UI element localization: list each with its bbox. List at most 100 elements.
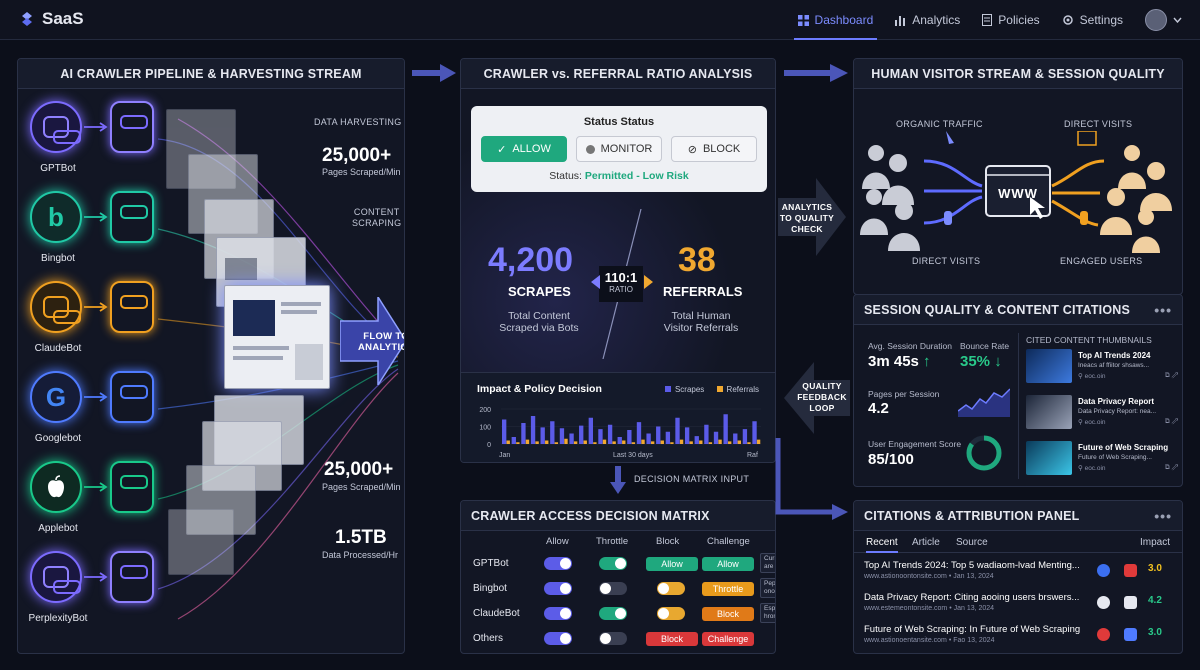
bar-scrapes: [656, 426, 661, 444]
tab-article[interactable]: Article: [912, 537, 940, 548]
scraped-page-featured: [224, 285, 330, 389]
source-icon: [1097, 628, 1110, 641]
source-icon: [1097, 564, 1110, 577]
cited-item-sub: Ineacs af ffiitor shsaws...: [1078, 362, 1150, 369]
citation-row[interactable]: Future of Web Scraping: In Future of Web…: [864, 624, 1164, 644]
allow-button[interactable]: ✓ ALLOW: [481, 136, 567, 162]
bar-scrapes: [742, 429, 748, 444]
organic-traffic-label: ORGANIC TRAFFIC: [896, 119, 983, 129]
cited-thumbnail[interactable]: [1026, 395, 1072, 429]
more-icon[interactable]: •••: [1154, 507, 1172, 524]
www-label: WWW: [998, 186, 1038, 201]
nav-dashboard-label: Dashboard: [814, 13, 874, 27]
bot-googlebot[interactable]: G: [30, 371, 154, 423]
cited-thumbnail[interactable]: [1026, 349, 1072, 383]
bounce-rate-value: 35% ↓: [960, 353, 1002, 370]
throttle-toggle[interactable]: [599, 632, 627, 645]
analytics-quality-label: ANALYTICS TO QUALITY CHECK: [778, 202, 836, 235]
bot-gptbot[interactable]: [30, 101, 154, 153]
bar-referrals: [631, 442, 636, 444]
bar-scrapes: [684, 427, 690, 444]
app-logo[interactable]: SaaS: [18, 9, 84, 29]
nav-settings[interactable]: Settings: [1062, 0, 1123, 40]
bot-claudebot[interactable]: [30, 281, 154, 333]
matrix-row-bot-name: Others: [473, 633, 504, 644]
block-toggle[interactable]: [657, 607, 685, 620]
cited-item-sub: Data Privacy Report: nea...: [1078, 408, 1157, 415]
cited-item-link-text: eoc.oin: [1084, 373, 1106, 380]
more-icon[interactable]: •••: [1154, 301, 1172, 318]
block-pill[interactable]: Block: [646, 631, 698, 646]
stat-pages-scraped-1-label: Pages Scraped/Min: [322, 167, 401, 177]
share-icon[interactable]: ⧉ ⇗: [1165, 418, 1178, 425]
block-pill[interactable]: Allow: [646, 556, 698, 571]
bar-referrals: [756, 439, 761, 444]
arrow-icon: [84, 392, 108, 402]
citation-row[interactable]: Top AI Trends 2024: Top 5 wadiaom-lvad M…: [864, 560, 1164, 580]
throttle-toggle[interactable]: [599, 607, 627, 620]
visitor-flow-illustration: [860, 131, 1172, 253]
share-icon[interactable]: ⧉ ⇗: [1165, 372, 1178, 379]
bar-scrapes: [636, 422, 642, 444]
app-name: SaaS: [42, 9, 84, 28]
cited-item[interactable]: Data Privacy Report Data Privacy Report: …: [1078, 397, 1178, 426]
bot-label-applebot: Applebot: [38, 523, 78, 534]
allow-toggle[interactable]: [544, 582, 572, 595]
cited-item[interactable]: Future of Web Scraping Future of Web Scra…: [1078, 443, 1178, 472]
bar-scrapes: [502, 419, 507, 444]
bot-bingbot[interactable]: b: [30, 191, 154, 243]
nav-analytics[interactable]: Analytics: [895, 0, 960, 40]
legend-referrals: Referrals: [716, 385, 759, 394]
status-value: Permitted - Low Risk: [584, 170, 689, 182]
throttle-toggle[interactable]: [599, 557, 627, 570]
document-icon: [982, 14, 993, 26]
share-icon[interactable]: ⧉ ⇗: [1165, 464, 1178, 471]
session-title: SESSION QUALITY & CONTENT CITATIONS: [864, 302, 1131, 317]
matrix-row: Others Block Challenge: [461, 626, 775, 651]
throttle-toggle[interactable]: [599, 582, 627, 595]
nav-dashboard[interactable]: Dashboard: [793, 0, 877, 40]
bounce-rate-text: 35%: [960, 353, 991, 370]
x-tick-label: Raf: [747, 452, 758, 459]
challenge-pill[interactable]: Allow: [702, 556, 754, 571]
challenge-pill[interactable]: Block: [702, 606, 754, 621]
x-tick-label: Last 30 days: [613, 452, 653, 459]
allow-toggle[interactable]: [544, 557, 572, 570]
tab-source[interactable]: Source: [956, 537, 988, 548]
bar-scrapes: [559, 428, 565, 444]
citation-row[interactable]: Data Privacy Report: Citing aooing users…: [864, 592, 1164, 612]
monitor-button[interactable]: MONITOR: [576, 136, 662, 162]
citation-title: Future of Web Scraping: In Future of Web…: [864, 624, 1081, 635]
arrow-analytics-to-quality: [778, 178, 846, 256]
allow-toggle[interactable]: [544, 607, 572, 620]
impact-chart-svg: 200 100 0 Jan Last 30 days Raf: [479, 407, 761, 459]
cited-item[interactable]: Top AI Trends 2024 Ineacs af ffiitor shsa…: [1078, 351, 1178, 380]
engagement-ring: [966, 435, 1002, 471]
cited-item-title: Future of Web Scraping: [1078, 443, 1169, 452]
analytics-quality-line3: CHECK: [791, 224, 823, 234]
impact-score: 3.0: [1148, 563, 1162, 574]
user-menu[interactable]: [1145, 0, 1182, 40]
cited-item-link-text: eoc.oin: [1084, 419, 1106, 426]
bar-scrapes: [704, 424, 709, 444]
bar-scrapes: [511, 437, 516, 444]
bot-applebot[interactable]: [30, 461, 154, 513]
challenge-pill[interactable]: Challenge: [702, 631, 754, 646]
tab-recent[interactable]: Recent: [866, 537, 898, 553]
stat-pages-scraped-1: 25,000+: [322, 145, 392, 166]
allow-label: ALLOW: [512, 143, 551, 155]
nav-policies[interactable]: Policies: [982, 0, 1040, 40]
pipeline-panel: AI CRAWLER PIPELINE & HARVESTING STREAM …: [17, 58, 405, 654]
bot-label-perplexitybot: PerplexityBot: [28, 613, 88, 624]
cited-item-link: ⚲ eoc.oin ⧉ ⇗: [1078, 372, 1178, 380]
cited-thumbnail[interactable]: [1026, 441, 1072, 475]
arrow-icon: [84, 302, 108, 312]
bar-referrals: [583, 440, 587, 444]
bar-referrals: [708, 442, 713, 444]
allow-toggle[interactable]: [544, 632, 572, 645]
challenge-pill[interactable]: Throttle: [702, 581, 754, 596]
block-button[interactable]: ⊘ BLOCK: [671, 136, 757, 162]
trend-down-icon: ↓: [994, 353, 1002, 370]
block-toggle[interactable]: [657, 582, 685, 595]
bot-perplexitybot[interactable]: [30, 551, 154, 603]
